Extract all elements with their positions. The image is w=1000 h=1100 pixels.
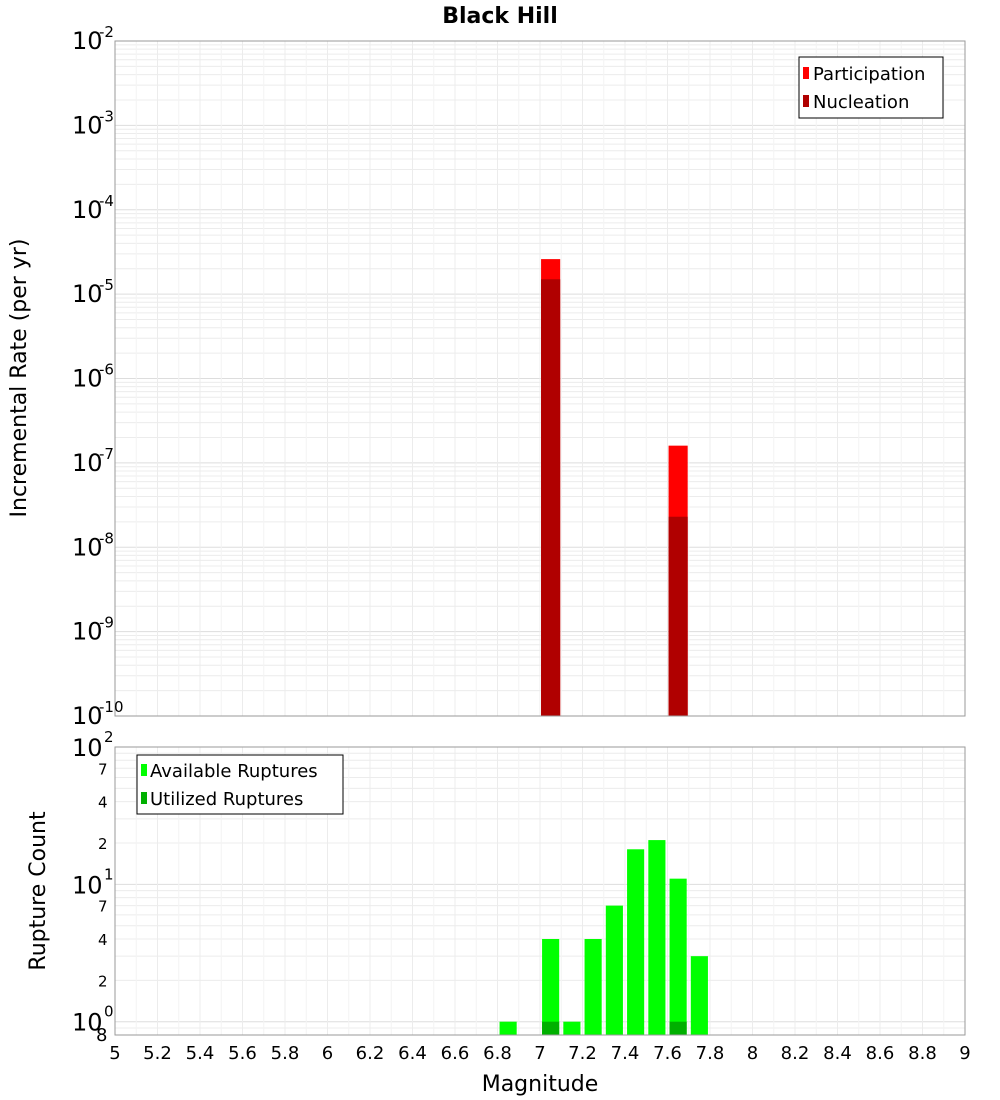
top-y-tick-exponent: -4 [99,192,114,210]
x-tick-label: 6.4 [398,1043,427,1064]
bottom-bar-available-ruptures [584,939,602,1035]
bottom-y-minor-tick-label: 2 [98,835,108,853]
legend-label-participation: Participation [813,64,925,85]
bottom-y-tick-label: 10 [72,734,103,762]
top-y-tick-exponent: -6 [99,361,114,379]
top-y-tick-label: 10 [72,196,103,224]
legend-swatch-nucleation [803,95,809,107]
bottom-bar-available-ruptures [690,956,708,1035]
bottom-bar-available-ruptures [648,840,666,1035]
top-y-tick-exponent: -5 [99,276,114,294]
x-tick-label: 8.8 [908,1043,937,1064]
bottom-bars [499,840,708,1035]
legend-swatch-available [141,764,147,776]
top-y-tick-label: 10 [72,280,103,308]
top-plot-border [114,40,966,717]
bottom-y-tick-exponent: 0 [104,1003,114,1021]
x-tick-label: 5.4 [186,1043,215,1064]
top-y-tick-label: 10 [72,449,103,477]
bottom-y-tick-exponent: 1 [104,865,114,883]
x-tick-label: 5.8 [271,1043,300,1064]
bottom-bar-available-ruptures [627,849,645,1035]
x-tick-label: 6.6 [441,1043,470,1064]
top-bar-nucleation [541,279,561,716]
top-y-tick-label: 10 [72,618,103,646]
top-y-tick-exponent: -3 [99,107,114,125]
x-tick-label: 8.4 [823,1043,852,1064]
top-bar-nucleation [668,516,688,716]
x-tick-label: 5.2 [143,1043,172,1064]
bottom-y-minor-tick-label: 4 [98,794,108,812]
bottom-y-minor-tick-label: 2 [98,972,108,990]
chart-title: Black Hill [442,4,558,29]
x-tick-label: 7.2 [568,1043,597,1064]
bottom-bar-available-ruptures [499,1021,517,1035]
top-y-tick-exponent: -2 [99,23,114,41]
top-y-tick-label: 10 [72,365,103,393]
top-legend-box [798,56,944,119]
top-y-tick-label: 10 [72,533,103,561]
x-tick-label: 7.6 [653,1043,682,1064]
bottom-bar-utilized-ruptures [542,1021,560,1035]
x-tick-label: 9 [959,1043,970,1064]
bottom-y-tick-label: 10 [72,1009,103,1037]
top-y-tick-label: 10 [72,702,103,730]
legend-swatch-participation [803,67,809,79]
top-y-tick-exponent: -9 [99,614,114,632]
top-y-axis-label: Incremental Rate (per yr) [7,239,32,518]
bottom-y-minor-tick-label: 4 [98,931,108,949]
legend-label-utilized: Utilized Ruptures [150,789,303,810]
bottom-bar-available-ruptures [542,939,560,1035]
x-tick-label: 7.4 [611,1043,640,1064]
x-tick-label: 6.2 [356,1043,385,1064]
top-y-tick-exponent: -7 [99,445,114,463]
bottom-y-minor-tick-label: 7 [98,760,108,778]
top-y-tick-exponent: -10 [99,698,124,716]
bottom-bar-available-ruptures [563,1021,581,1035]
bottom-legend-box [136,754,344,815]
bottom-y-minor-tick-label: 8 [96,1025,107,1046]
x-tick-label: 8.2 [781,1043,810,1064]
top-y-tick-label: 10 [72,111,103,139]
legend-label-nucleation: Nucleation [813,92,909,113]
bottom-y-minor-tick-label: 7 [98,898,108,916]
top-y-tick-exponent: -8 [99,529,114,547]
bottom-bar-utilized-ruptures [669,1021,687,1035]
top-bars [541,259,688,716]
x-tick-label: 6.8 [483,1043,512,1064]
x-tick-label: 5 [109,1043,120,1064]
legend-swatch-utilized [141,792,147,804]
bottom-y-tick-label: 10 [72,871,103,899]
top-legend: Participation Nucleation [798,56,944,119]
bottom-legend: Available Ruptures Utilized Ruptures [136,754,344,815]
x-tick-label: 5.6 [228,1043,257,1064]
top-grid [114,40,966,717]
bottom-bar-available-ruptures [669,878,687,1035]
x-axis-label: Magnitude [482,1072,599,1097]
top-y-tick-label: 10 [72,27,103,55]
x-tick-label: 7.8 [696,1043,725,1064]
bottom-y-axis-label: Rupture Count [26,811,51,971]
bottom-plot-border [114,746,966,1036]
x-tick-label: 7 [534,1043,545,1064]
x-tick-label: 8 [747,1043,758,1064]
x-tick-label: 6 [322,1043,333,1064]
bottom-bar-available-ruptures [605,905,623,1035]
x-ticks: 5 5.2 5.4 5.6 5.8 6 6.2 6.4 6.6 6.8 7 7.2 7.4 7.6 7.8 8… [109,1043,970,1064]
x-tick-label: 8.6 [866,1043,895,1064]
legend-label-available: Available Ruptures [150,761,318,782]
bottom-y-tick-exponent: 2 [104,728,114,746]
